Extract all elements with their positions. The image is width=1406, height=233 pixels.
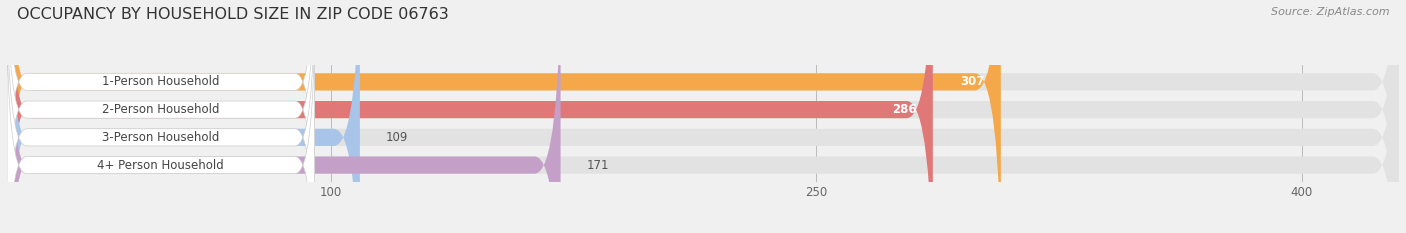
Text: 3-Person Household: 3-Person Household xyxy=(103,131,219,144)
Text: 171: 171 xyxy=(586,159,609,171)
FancyBboxPatch shape xyxy=(7,0,1399,233)
FancyBboxPatch shape xyxy=(7,0,315,233)
Text: Source: ZipAtlas.com: Source: ZipAtlas.com xyxy=(1271,7,1389,17)
FancyBboxPatch shape xyxy=(7,0,315,233)
FancyBboxPatch shape xyxy=(7,0,1399,233)
Text: 307: 307 xyxy=(960,75,984,88)
FancyBboxPatch shape xyxy=(7,0,932,233)
Text: 286: 286 xyxy=(891,103,917,116)
Text: 109: 109 xyxy=(385,131,408,144)
Text: 1-Person Household: 1-Person Household xyxy=(103,75,219,88)
Text: 4+ Person Household: 4+ Person Household xyxy=(97,159,224,171)
FancyBboxPatch shape xyxy=(7,0,1399,233)
FancyBboxPatch shape xyxy=(7,7,315,233)
FancyBboxPatch shape xyxy=(7,0,360,233)
FancyBboxPatch shape xyxy=(7,0,1399,233)
Text: OCCUPANCY BY HOUSEHOLD SIZE IN ZIP CODE 06763: OCCUPANCY BY HOUSEHOLD SIZE IN ZIP CODE … xyxy=(17,7,449,22)
FancyBboxPatch shape xyxy=(7,0,561,233)
Text: 2-Person Household: 2-Person Household xyxy=(103,103,219,116)
FancyBboxPatch shape xyxy=(7,0,315,233)
FancyBboxPatch shape xyxy=(7,0,1001,233)
